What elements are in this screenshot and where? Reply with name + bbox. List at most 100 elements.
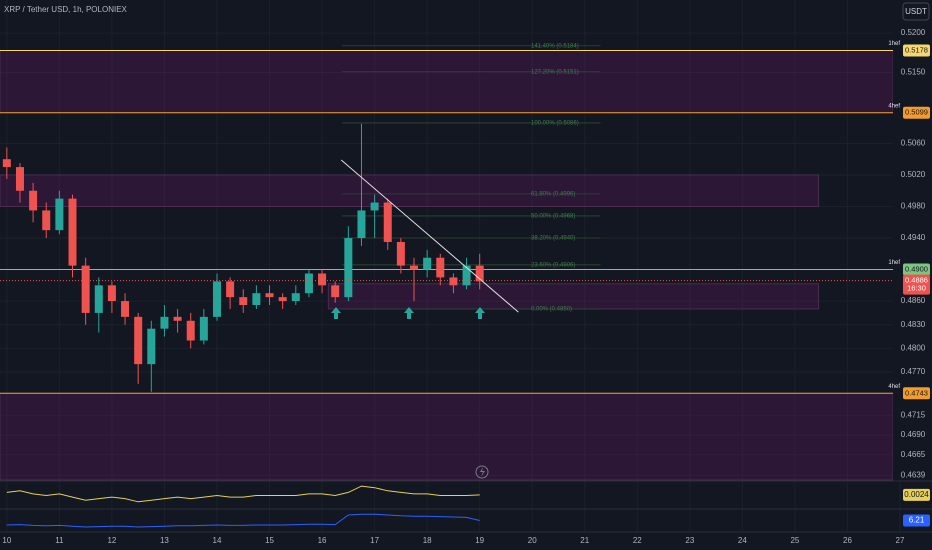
zone: [0, 49, 894, 114]
candle-body: [29, 190, 38, 211]
fib-label: 100.00% (0.5086): [531, 121, 579, 127]
candle-body: [436, 257, 445, 278]
level-tag: 1hef: [888, 260, 900, 266]
fib-label: 23.60% (0.4906): [531, 262, 575, 268]
candle-body: [15, 167, 24, 191]
x-tick-label: 17: [370, 536, 379, 545]
y-tick-label: 0.4715: [901, 410, 926, 419]
y-tick-label: 0.4830: [901, 320, 926, 329]
up-arrow: [475, 307, 485, 319]
x-tick-label: 11: [55, 536, 64, 545]
indicator-line: [6, 485, 480, 503]
level-badge-label: 0.4900: [905, 265, 928, 274]
y-tick-label: 0.4639: [901, 470, 926, 479]
candle-body: [134, 316, 143, 365]
candle-body: [475, 265, 484, 282]
level-tag: 1hef: [888, 41, 900, 47]
candle-body: [462, 265, 471, 286]
level-tag: 4hef: [888, 384, 900, 390]
candle-body: [357, 210, 366, 239]
x-tick-label: 10: [2, 536, 11, 545]
level-badge-label: 0.4743: [905, 388, 928, 397]
fib-label: 141.40% (0.5184): [531, 43, 579, 49]
x-tick-label: 12: [107, 536, 116, 545]
candle-body: [304, 273, 313, 294]
icon-bolt[interactable]: [480, 467, 485, 477]
chart-title: XRP / Tether USD, 1h, POLONIEX: [4, 5, 128, 14]
y-tick-label: 0.4690: [901, 430, 926, 439]
x-tick-label: 13: [160, 536, 169, 545]
y-tick-label: 0.4665: [901, 450, 926, 459]
x-tick-label: 24: [738, 536, 747, 545]
y-tick-label: 0.4860: [901, 296, 926, 305]
x-tick-label: 18: [423, 536, 432, 545]
x-tick-label: 26: [843, 536, 852, 545]
candle-body: [226, 281, 235, 298]
x-tick-label: 19: [475, 536, 484, 545]
x-tick-label: 15: [265, 536, 274, 545]
level-badge-label: 0.5099: [905, 108, 928, 117]
trendline: [340, 159, 519, 313]
candle-body: [81, 265, 90, 313]
y-tick-label: 0.5060: [901, 139, 926, 148]
candle-body: [212, 281, 221, 317]
candle-body: [147, 328, 156, 365]
level-badge-label: 0.5178: [905, 45, 928, 54]
candle-body: [68, 198, 77, 266]
level-badge: [903, 44, 930, 57]
x-tick-label: 27: [896, 536, 905, 545]
candle-body: [344, 238, 353, 298]
fib-label: 38.20% (0.4940): [531, 236, 575, 242]
candle-body: [331, 285, 340, 298]
currency-button[interactable]: [902, 2, 930, 21]
candle-body: [199, 316, 208, 341]
candle-body: [252, 293, 261, 306]
candle-body: [396, 241, 405, 266]
candle-body: [291, 293, 300, 302]
candle-body: [265, 293, 274, 298]
candle-body: [94, 285, 103, 313]
x-tick-label: 22: [633, 536, 642, 545]
candle-body: [278, 297, 287, 302]
countdown-label: 16:30: [907, 284, 926, 293]
up-arrow: [331, 307, 341, 319]
y-tick-label: 0.4980: [901, 202, 926, 211]
candle-body: [2, 159, 11, 168]
candle-body: [173, 316, 182, 321]
indicator-badge: [903, 488, 930, 501]
price-axis: [893, 0, 932, 481]
y-tick-label: 0.4800: [901, 343, 926, 352]
fib-label: 50.00% (0.4968): [531, 214, 575, 220]
up-arrow: [404, 307, 414, 319]
indicator-badge-label: 6.21: [909, 516, 925, 525]
x-tick-label: 23: [685, 536, 694, 545]
level-badge: [903, 387, 930, 400]
candle-body: [160, 316, 169, 329]
y-tick-label: 0.4940: [901, 233, 926, 242]
candle-body: [121, 301, 130, 317]
fib-label: 0.00% (0.4850): [531, 307, 572, 313]
indicator-line: [6, 513, 480, 528]
candle-body: [410, 265, 419, 270]
candle-body: [42, 210, 51, 231]
level-badge: [903, 106, 930, 119]
y-tick-label: 0.4770: [901, 367, 926, 376]
x-tick-label: 21: [580, 536, 589, 545]
candle-body: [423, 257, 432, 270]
y-tick-label: 0.5200: [901, 28, 926, 37]
zone: [0, 392, 894, 481]
icon-ring[interactable]: [475, 465, 489, 479]
candle-body: [449, 277, 458, 286]
zone: [0, 174, 820, 208]
candle-body: [186, 320, 195, 341]
currency-button-label[interactable]: USDT: [905, 7, 927, 16]
candle-body: [383, 202, 392, 242]
level-tag: 4hef: [888, 103, 900, 109]
candle-body: [370, 202, 379, 211]
zone: [327, 283, 820, 310]
lightning-icon[interactable]: [475, 465, 489, 479]
fib-label: 61.80% (0.4996): [531, 191, 575, 197]
x-tick-label: 16: [318, 536, 327, 545]
